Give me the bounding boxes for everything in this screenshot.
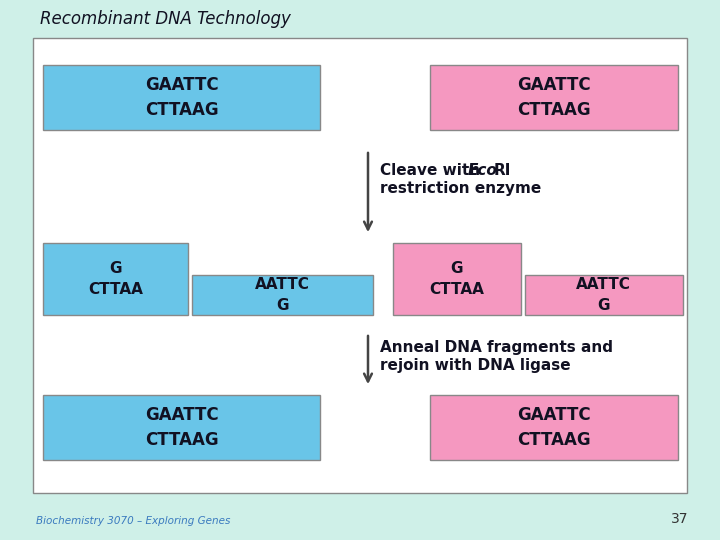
Text: Recombinant DNA Technology: Recombinant DNA Technology	[40, 10, 291, 28]
Bar	[43, 395, 320, 460]
Bar	[393, 243, 521, 315]
Text: AATTC
G: AATTC G	[577, 277, 631, 313]
Text: G
CTTAA: G CTTAA	[88, 261, 143, 297]
Bar	[43, 65, 320, 130]
Text: restriction enzyme: restriction enzyme	[380, 181, 541, 196]
Text: GAATTC
CTTAAG: GAATTC CTTAAG	[517, 406, 591, 449]
Text: Eco: Eco	[468, 163, 498, 178]
Bar	[33, 38, 687, 493]
Text: Cleave with: Cleave with	[380, 163, 485, 178]
Text: 37: 37	[670, 512, 688, 526]
Bar	[430, 395, 678, 460]
Text: G
CTTAA: G CTTAA	[429, 261, 485, 297]
Bar	[430, 65, 678, 130]
Text: AATTC
G: AATTC G	[255, 277, 310, 313]
Text: RI: RI	[494, 163, 511, 178]
Bar	[192, 275, 373, 315]
Text: GAATTC
CTTAAG: GAATTC CTTAAG	[517, 76, 591, 119]
Text: Biochemistry 3070 – Exploring Genes: Biochemistry 3070 – Exploring Genes	[36, 516, 230, 526]
Text: GAATTC
CTTAAG: GAATTC CTTAAG	[145, 406, 218, 449]
Bar	[43, 243, 188, 315]
Text: rejoin with DNA ligase: rejoin with DNA ligase	[380, 358, 571, 373]
Text: Anneal DNA fragments and: Anneal DNA fragments and	[380, 340, 613, 355]
Text: GAATTC
CTTAAG: GAATTC CTTAAG	[145, 76, 218, 119]
Bar	[525, 275, 683, 315]
